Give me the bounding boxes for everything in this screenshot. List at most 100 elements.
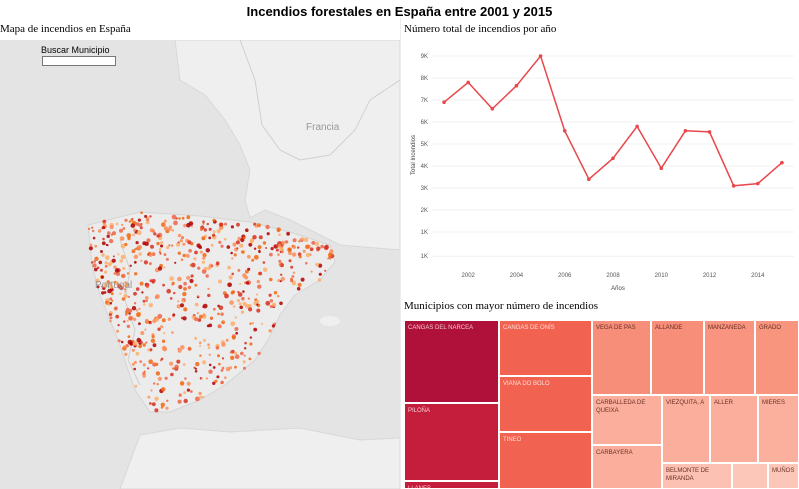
fire-point[interactable] (104, 261, 109, 265)
treemap-cell[interactable]: ALLANDE (651, 320, 704, 395)
fire-point[interactable] (280, 276, 285, 282)
fire-point[interactable] (102, 237, 105, 241)
fire-point[interactable] (277, 295, 280, 298)
fire-point[interactable] (205, 377, 209, 380)
fire-point[interactable] (117, 339, 121, 343)
fire-point[interactable] (144, 283, 148, 286)
fire-point[interactable] (155, 362, 159, 366)
fire-point[interactable] (102, 226, 106, 230)
fire-point[interactable] (107, 288, 112, 294)
fire-point[interactable] (252, 235, 257, 240)
fire-point[interactable] (305, 261, 308, 265)
treemap-cell[interactable]: CANGAS DE ONÍS (499, 320, 592, 376)
fires-per-year-chart[interactable]: 1K 1K 2K 3K 4K 5K 6K 7K 8K 9K 2002 2004 2006 2008 201… (402, 40, 798, 295)
fire-point[interactable] (106, 234, 110, 238)
fire-point[interactable] (153, 232, 157, 236)
fire-point[interactable] (288, 251, 292, 256)
data-point[interactable] (731, 184, 736, 188)
data-point[interactable] (562, 129, 567, 133)
fire-point[interactable] (179, 303, 185, 308)
fire-point[interactable] (126, 272, 130, 275)
fire-point[interactable] (112, 255, 115, 258)
fire-point[interactable] (245, 281, 250, 285)
treemap-cell[interactable]: MIERES (758, 395, 799, 463)
fire-point[interactable] (257, 245, 262, 250)
fire-point[interactable] (219, 222, 224, 227)
fire-point[interactable] (189, 264, 192, 267)
fire-point[interactable] (196, 312, 199, 315)
fire-point[interactable] (188, 347, 192, 351)
fire-point[interactable] (92, 263, 97, 268)
fire-point[interactable] (132, 233, 136, 237)
fire-point[interactable] (245, 269, 249, 274)
fire-point[interactable] (121, 274, 124, 278)
fire-point[interactable] (194, 367, 197, 370)
fire-point[interactable] (228, 275, 233, 280)
fire-point[interactable] (233, 351, 237, 355)
data-point[interactable] (587, 177, 591, 181)
fire-point[interactable] (280, 273, 283, 276)
fire-point[interactable] (124, 218, 128, 222)
fire-point[interactable] (103, 282, 109, 288)
fire-point[interactable] (160, 244, 163, 248)
fire-point[interactable] (138, 322, 141, 326)
fire-point[interactable] (119, 228, 123, 233)
fire-point[interactable] (188, 221, 194, 226)
fire-point[interactable] (224, 222, 227, 226)
fire-point[interactable] (94, 244, 98, 248)
treemap-cell[interactable]: CARBAYERA (592, 445, 662, 489)
fire-point[interactable] (124, 283, 129, 288)
fire-point[interactable] (291, 280, 297, 286)
fire-point[interactable] (215, 346, 220, 350)
fire-point[interactable] (160, 357, 164, 361)
fire-point[interactable] (217, 354, 220, 358)
fire-point[interactable] (237, 290, 240, 294)
fire-point[interactable] (146, 285, 149, 289)
fire-point[interactable] (136, 230, 142, 236)
fire-point[interactable] (256, 223, 261, 228)
fire-point[interactable] (138, 307, 141, 310)
data-point[interactable] (756, 181, 760, 186)
fire-point[interactable] (185, 253, 190, 258)
fire-point[interactable] (258, 250, 261, 254)
fire-point[interactable] (277, 279, 281, 283)
fire-point[interactable] (128, 312, 131, 315)
fire-point[interactable] (156, 383, 159, 386)
fire-point[interactable] (230, 225, 234, 229)
fire-point[interactable] (181, 216, 185, 220)
fire-point[interactable] (135, 309, 139, 312)
fire-point[interactable] (231, 335, 236, 340)
fire-point[interactable] (296, 287, 301, 291)
fire-point[interactable] (202, 313, 206, 317)
fire-point[interactable] (109, 284, 114, 289)
fire-point[interactable] (235, 240, 240, 245)
fire-point[interactable] (208, 227, 212, 231)
fire-point[interactable] (236, 222, 240, 227)
fire-point[interactable] (147, 395, 151, 399)
fire-point[interactable] (122, 346, 127, 351)
fire-point[interactable] (144, 214, 148, 218)
fire-point[interactable] (95, 278, 100, 283)
fire-point[interactable] (309, 247, 314, 252)
fire-point[interactable] (138, 223, 143, 228)
fire-point[interactable] (137, 244, 143, 250)
fire-point[interactable] (157, 327, 161, 331)
fire-point[interactable] (163, 253, 167, 256)
fire-point[interactable] (143, 370, 146, 373)
fire-point[interactable] (236, 298, 240, 303)
fire-point[interactable] (297, 282, 302, 287)
fire-point[interactable] (162, 283, 166, 287)
fire-point[interactable] (109, 297, 113, 301)
fire-point[interactable] (189, 390, 193, 393)
fire-point[interactable] (179, 239, 183, 243)
fire-point[interactable] (102, 286, 106, 290)
fire-point[interactable] (202, 360, 207, 365)
fire-point[interactable] (290, 265, 294, 269)
fire-point[interactable] (152, 343, 157, 348)
fire-point[interactable] (92, 229, 95, 233)
fire-point[interactable] (194, 317, 199, 322)
fire-point[interactable] (229, 300, 234, 305)
fire-point[interactable] (202, 256, 206, 260)
fire-point[interactable] (88, 227, 91, 230)
fire-point[interactable] (208, 369, 213, 374)
